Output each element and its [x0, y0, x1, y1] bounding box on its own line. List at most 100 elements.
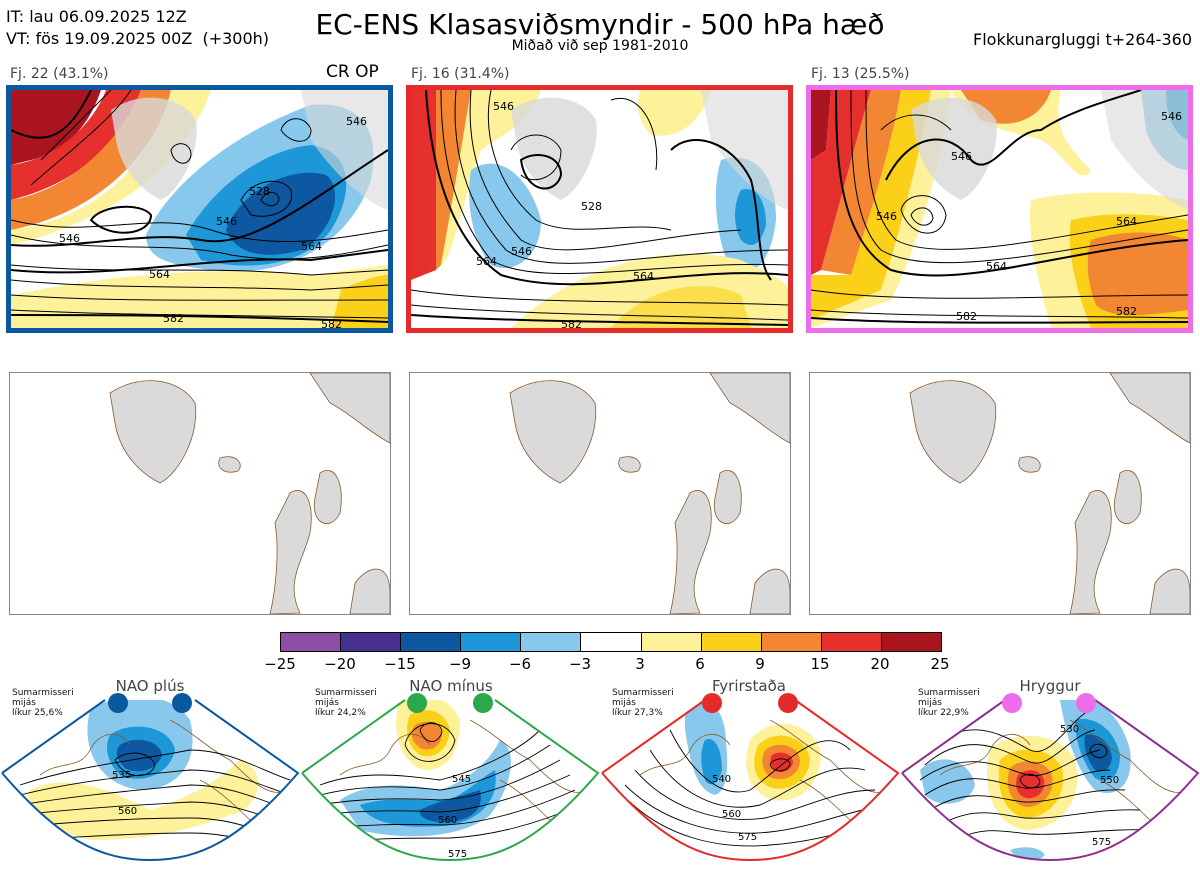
contour-label: 582 [561, 318, 582, 328]
regime-4-info: Sumarmisseri mijás líkur 22,9% [918, 688, 980, 718]
cluster-3-label: Fj. 13 (25.5%) [811, 66, 910, 82]
contour-label: 582 [1116, 305, 1137, 318]
regime-2-info: Sumarmisseri mijás líkur 24,2% [315, 688, 377, 718]
cluster-3-map: 546 546 546 564 564 582 582 [806, 85, 1193, 333]
contour-label: 564 [149, 268, 170, 281]
colorbar-tick: −20 [324, 655, 356, 673]
greenland-land [511, 97, 597, 200]
scandinavia-land [301, 90, 388, 210]
contour-label: 560 [438, 815, 457, 826]
anomaly-positive [11, 90, 141, 200]
contour-label: 528 [249, 185, 270, 198]
anomaly-positive [436, 90, 471, 270]
colorbar-tick: 15 [810, 655, 830, 673]
regime-2-title: NAO mínus [409, 677, 493, 695]
regime-1-dot [172, 693, 192, 713]
regime-4-dot [1002, 693, 1022, 713]
contour-label: 582 [956, 310, 977, 323]
colorbar-segment [880, 633, 942, 651]
page-subtitle: Miðað við sep 1981-2010 [511, 38, 689, 54]
regime-2-dot [407, 693, 427, 713]
regime-3-dot [702, 693, 722, 713]
cluster-3-map-svg: 546 546 546 564 564 582 582 [811, 90, 1188, 328]
colorbar-segment [520, 633, 581, 651]
cluster-2-map: 546 546 528 564 564 582 [406, 85, 793, 333]
colorbar-tick: 9 [755, 655, 765, 673]
contour-label: 530 [1060, 724, 1079, 735]
empty-map-2 [409, 372, 791, 615]
empty-map-3 [809, 372, 1191, 615]
contour-label: 528 [581, 200, 602, 213]
colorbar-tick: 6 [695, 655, 705, 673]
colorbar-segment [460, 633, 521, 651]
greenland-land [911, 97, 997, 200]
colorbar [280, 632, 942, 652]
regime-4-title: Hryggur [1019, 677, 1081, 695]
contour-label: 560 [118, 806, 137, 817]
contour-label: 546 [876, 210, 897, 223]
colorbar-segment [760, 633, 821, 651]
anomaly-positive [11, 265, 388, 328]
cluster-1-label: Fj. 22 (43.1%) [10, 66, 109, 82]
cluster-1-map-svg: 546 546 546 564 564 582 582 528 [11, 90, 388, 328]
colorbar-segment [340, 633, 401, 651]
empty-map-2-svg [509, 373, 790, 614]
contour-label: 546 [59, 232, 80, 245]
anomaly-positive [821, 90, 901, 275]
empty-map-3-svg [909, 373, 1190, 614]
anomaly-positive [441, 90, 541, 265]
contour-label: 546 [216, 215, 237, 228]
contour-label: 582 [321, 318, 342, 328]
header-info: IT: lau 06.09.2025 12Z VT: fös 19.09.202… [6, 6, 269, 50]
colorbar-tick: −15 [384, 655, 416, 673]
classification-window: Flokkunargluggi t+264-360 [973, 30, 1192, 49]
regime-4-map: 530 550 575 [901, 693, 1200, 862]
contour-label: 575 [448, 849, 467, 860]
contour-label: 564 [986, 260, 1007, 273]
contour-label: 546 [951, 150, 972, 163]
contour-label: 550 [1100, 775, 1119, 786]
contour-label: 564 [1116, 215, 1137, 228]
contour-label: 535 [112, 770, 131, 781]
scandinavia-land [1101, 90, 1188, 210]
cluster-2-label: Fj. 16 (31.4%) [411, 66, 510, 82]
contour-label: 540 [712, 774, 731, 785]
regime-3-map: 540 560 575 [601, 693, 900, 862]
initial-time: IT: lau 06.09.2025 12Z [6, 7, 187, 26]
contour-label: 545 [452, 774, 471, 785]
regime-1-map: 535 560 [1, 693, 300, 862]
colorbar-tick: −3 [568, 655, 592, 673]
page-title: EC-ENS Klasasviðsmyndir - 500 hPa hæð [315, 8, 885, 41]
contour-label: 546 [1161, 110, 1182, 123]
anomaly-positive [1087, 232, 1188, 315]
anomaly-positive [411, 90, 436, 280]
contour-label: 564 [633, 270, 654, 283]
colorbar-tick: −25 [264, 655, 296, 673]
anomaly-positive [638, 90, 711, 136]
anomaly-negative [226, 172, 336, 255]
colorbar-tick: −9 [448, 655, 472, 673]
empty-map-1 [9, 372, 391, 615]
contour-label: 575 [738, 832, 757, 843]
empty-map-1-svg [109, 373, 390, 614]
contour-label: 546 [346, 115, 367, 128]
contour-label: 546 [493, 100, 514, 113]
colorbar-tick: 25 [930, 655, 950, 673]
contour-label: 575 [1092, 837, 1111, 848]
regime-3-info: Sumarmisseri mijás líkur 27,3% [612, 688, 674, 718]
greenland-land [111, 97, 197, 200]
regime-1-title: NAO plús [115, 677, 185, 695]
cluster-1-tag: CR OP [326, 62, 379, 82]
anomaly-positive [11, 90, 101, 165]
colorbar-segment [640, 633, 701, 651]
regime-1-dot [108, 693, 128, 713]
regime-3-dot [778, 693, 798, 713]
contour-label: 560 [722, 809, 741, 820]
colorbar-segment [820, 633, 881, 651]
contour-label: 582 [163, 312, 184, 325]
anomaly-positive [811, 90, 831, 160]
cluster-1-map: 546 546 546 564 564 582 582 528 [6, 85, 393, 333]
cluster-2-map-svg: 546 546 528 564 564 582 [411, 90, 788, 328]
regime-4-dot [1076, 693, 1096, 713]
colorbar-segment [580, 633, 641, 651]
